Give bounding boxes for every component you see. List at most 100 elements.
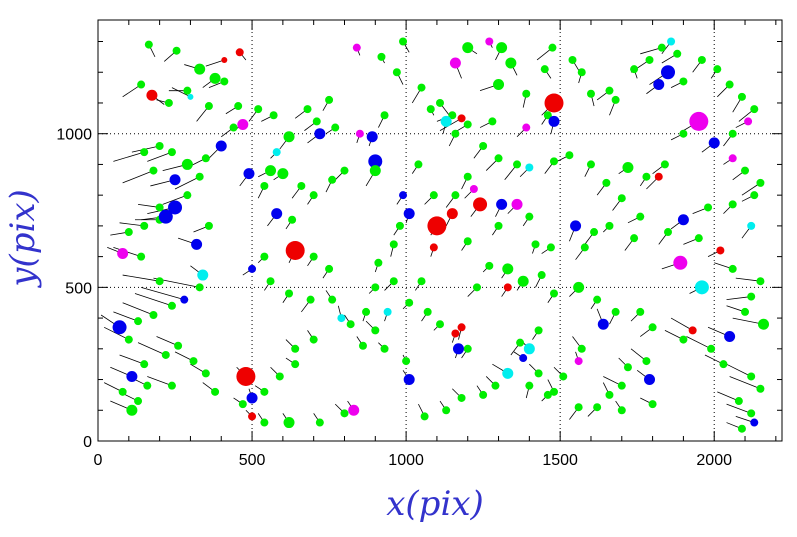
data-point-green bbox=[750, 191, 759, 200]
data-point-green bbox=[494, 221, 503, 230]
data-point-blue bbox=[708, 137, 720, 149]
data-point-green bbox=[309, 335, 318, 344]
data-point-green bbox=[756, 384, 765, 393]
data-point-green bbox=[291, 360, 300, 369]
data-point-green bbox=[573, 281, 585, 293]
data-point-magenta bbox=[673, 255, 688, 270]
data-point-green bbox=[636, 212, 645, 221]
displacement-vector bbox=[205, 59, 225, 67]
data-point-green bbox=[531, 240, 540, 249]
plot-frame bbox=[97, 19, 783, 442]
y-tick-label: 0 bbox=[83, 434, 92, 451]
displacement-vector bbox=[729, 376, 761, 390]
data-point-green bbox=[140, 148, 149, 157]
data-point-green bbox=[605, 390, 614, 399]
data-point-green bbox=[543, 390, 552, 399]
data-point-blue bbox=[271, 208, 283, 220]
data-point-magenta bbox=[348, 404, 360, 416]
data-point-green bbox=[577, 68, 586, 77]
data-point-green bbox=[747, 372, 756, 381]
data-point-green bbox=[392, 68, 401, 77]
data-point-green bbox=[525, 381, 534, 390]
data-point-green bbox=[144, 40, 153, 49]
data-point-green bbox=[488, 117, 497, 126]
displacement-vector bbox=[137, 342, 166, 356]
x-tick-label: 0 bbox=[94, 452, 103, 469]
data-point-green bbox=[630, 65, 639, 74]
data-point-green bbox=[309, 252, 318, 261]
data-point-green bbox=[172, 46, 181, 55]
data-point-green bbox=[623, 363, 632, 372]
data-point-green bbox=[124, 228, 133, 237]
data-point-blue bbox=[215, 140, 227, 152]
data-point-green bbox=[648, 323, 657, 332]
data-point-green bbox=[167, 381, 176, 390]
data-point-green bbox=[747, 292, 756, 301]
data-point-green bbox=[362, 307, 371, 316]
data-point-green bbox=[204, 221, 213, 230]
data-point-green bbox=[155, 277, 164, 286]
data-point-blue bbox=[403, 374, 415, 386]
data-point-green bbox=[479, 141, 488, 150]
data-point-green bbox=[516, 338, 525, 347]
displacement-vector bbox=[122, 170, 154, 184]
data-point-red bbox=[544, 93, 564, 113]
data-point-blue bbox=[112, 320, 127, 335]
data-point-blue bbox=[314, 128, 326, 140]
x-tick-label: 2000 bbox=[696, 452, 732, 469]
data-point-green bbox=[181, 158, 193, 170]
data-point-green bbox=[377, 52, 386, 61]
data-point-cyan bbox=[667, 37, 676, 46]
data-point-green bbox=[134, 397, 143, 406]
displacement-vector bbox=[735, 277, 761, 282]
data-point-green bbox=[451, 129, 460, 138]
data-point-red bbox=[688, 326, 697, 335]
data-point-green bbox=[713, 65, 722, 74]
data-point-blue bbox=[191, 238, 203, 250]
data-point-green bbox=[756, 178, 765, 187]
data-point-green bbox=[728, 200, 737, 209]
displacement-vector bbox=[147, 151, 173, 162]
data-point-blue bbox=[246, 392, 258, 404]
data-point-blue bbox=[496, 198, 508, 210]
data-point-green bbox=[238, 400, 247, 409]
data-point-green bbox=[494, 154, 503, 163]
data-point-green bbox=[371, 326, 380, 335]
data-point-green bbox=[442, 406, 451, 415]
data-point-green bbox=[315, 418, 324, 427]
displacement-vector bbox=[119, 354, 145, 365]
data-point-green bbox=[399, 37, 408, 46]
data-point-red bbox=[235, 48, 244, 57]
data-point-green bbox=[657, 43, 666, 52]
data-point-green bbox=[195, 283, 204, 292]
data-point-magenta bbox=[117, 248, 129, 260]
data-point-green bbox=[389, 277, 398, 286]
data-point-blue bbox=[168, 200, 183, 215]
data-point-green bbox=[493, 79, 505, 91]
data-point-green bbox=[167, 301, 176, 310]
data-point-green bbox=[331, 123, 340, 132]
data-point-green bbox=[586, 160, 595, 169]
data-point-green bbox=[420, 412, 429, 421]
data-point-green bbox=[183, 86, 192, 95]
data-point-green bbox=[559, 372, 568, 381]
data-point-green bbox=[149, 311, 158, 320]
data-point-red bbox=[285, 240, 305, 260]
data-point-blue bbox=[243, 168, 255, 180]
data-point-green bbox=[340, 166, 349, 175]
data-point-blue bbox=[653, 79, 665, 91]
data-point-green bbox=[405, 298, 414, 307]
data-point-green bbox=[260, 252, 269, 261]
data-point-green bbox=[369, 165, 381, 177]
data-point-green bbox=[303, 105, 312, 114]
data-point-green bbox=[118, 387, 127, 396]
data-point-green bbox=[254, 105, 263, 114]
data-point-green bbox=[642, 172, 651, 181]
data-point-magenta bbox=[511, 198, 523, 210]
data-point-green bbox=[593, 295, 602, 304]
data-point-green bbox=[728, 129, 737, 138]
data-point-green bbox=[195, 172, 204, 181]
data-point-magenta bbox=[574, 357, 583, 366]
data-point-green bbox=[189, 357, 198, 366]
data-point-red bbox=[503, 283, 512, 292]
